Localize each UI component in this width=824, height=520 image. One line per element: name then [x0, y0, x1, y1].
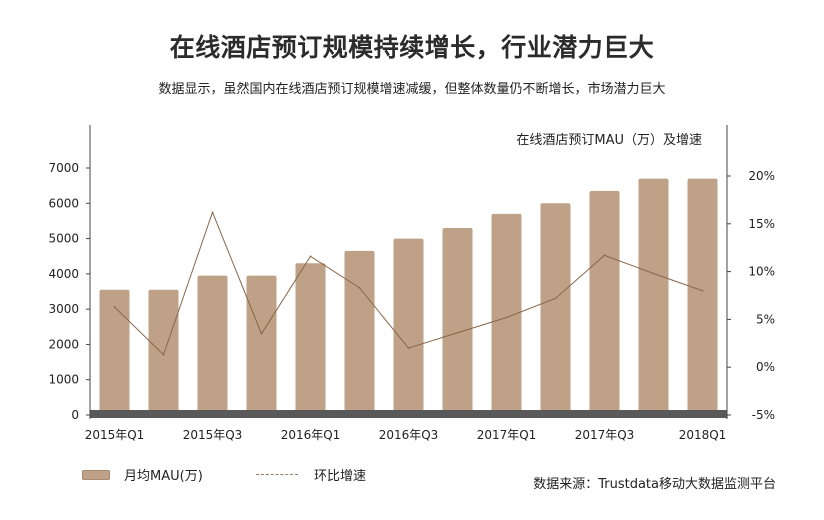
growth-rate-point [309, 255, 312, 258]
bar [295, 263, 326, 415]
y-right-tick-label: 20% [748, 169, 775, 183]
data-source: 数据来源：Trustdata移动大数据监测平台 [533, 477, 776, 492]
y-left-tick-label: 5000 [48, 232, 79, 246]
growth-rate-point [162, 353, 165, 356]
legend-bar-swatch [82, 469, 110, 480]
x-tick-label: 2018Q1 [679, 428, 727, 442]
x-tick-label: 2016年Q3 [379, 428, 439, 442]
chart-title: 在线酒店预订MAU（万）及增速 [516, 133, 702, 148]
bar [687, 178, 718, 415]
legend-bar-entry: 月均MAU(万) [82, 465, 203, 484]
x-tick-label: 2017年Q3 [575, 428, 635, 442]
y-right-tick-label: 5% [756, 312, 775, 326]
y-left-tick-label: 7000 [48, 161, 79, 175]
y-left-tick-label: 1000 [48, 373, 79, 387]
bar [99, 289, 130, 415]
bar [344, 250, 375, 415]
growth-rate-point [113, 306, 116, 308]
growth-rate-point [701, 289, 704, 292]
growth-rate-point [456, 331, 459, 334]
y-right-tick-label: 15% [748, 217, 775, 231]
bar [246, 275, 277, 415]
baseline-strip [90, 410, 727, 418]
y-left-tick-label: 3000 [48, 302, 79, 316]
page-title: 在线酒店预订规模持续增长，行业潜力巨大 [169, 33, 655, 62]
y-left-tick-label: 0 [71, 408, 79, 422]
bar [393, 238, 424, 415]
bar [148, 289, 179, 415]
x-tick-label: 2016年Q1 [281, 428, 341, 442]
legend-line-swatch [256, 474, 298, 475]
y-left-tick-label: 6000 [48, 196, 79, 210]
page-subtitle: 数据显示，虽然国内在线酒店预订规模增速减缓，但整体数量仍不断增长，市场潜力巨大 [158, 82, 666, 97]
y-right-tick-label: 0% [756, 360, 775, 374]
legend-line-entry: 环比增速 [256, 465, 366, 484]
growth-rate-point [358, 287, 361, 289]
bar [197, 275, 228, 415]
x-tick-label: 2015年Q1 [85, 428, 145, 442]
x-tick-label: 2015年Q3 [183, 428, 243, 442]
legend-line-label: 环比增速 [314, 469, 367, 484]
bar [540, 203, 571, 415]
y-right-tick-label: 10% [748, 265, 775, 279]
growth-rate-point [260, 332, 263, 335]
growth-rate-point [407, 347, 410, 349]
growth-rate-point [603, 254, 606, 257]
bar [491, 213, 522, 415]
legend-bar-label: 月均MAU(万) [124, 469, 203, 484]
bar [638, 178, 669, 415]
x-tick-label: 2017年Q1 [477, 428, 537, 442]
growth-rate-point [652, 272, 655, 275]
y-left-tick-label: 2000 [48, 337, 79, 351]
bar [442, 227, 473, 415]
growth-rate-point [554, 297, 557, 300]
growth-rate-point [211, 211, 214, 214]
y-right-tick-label: -5% [752, 408, 775, 422]
growth-rate-point [505, 316, 508, 319]
bar [589, 190, 620, 415]
y-left-tick-label: 4000 [48, 267, 79, 281]
